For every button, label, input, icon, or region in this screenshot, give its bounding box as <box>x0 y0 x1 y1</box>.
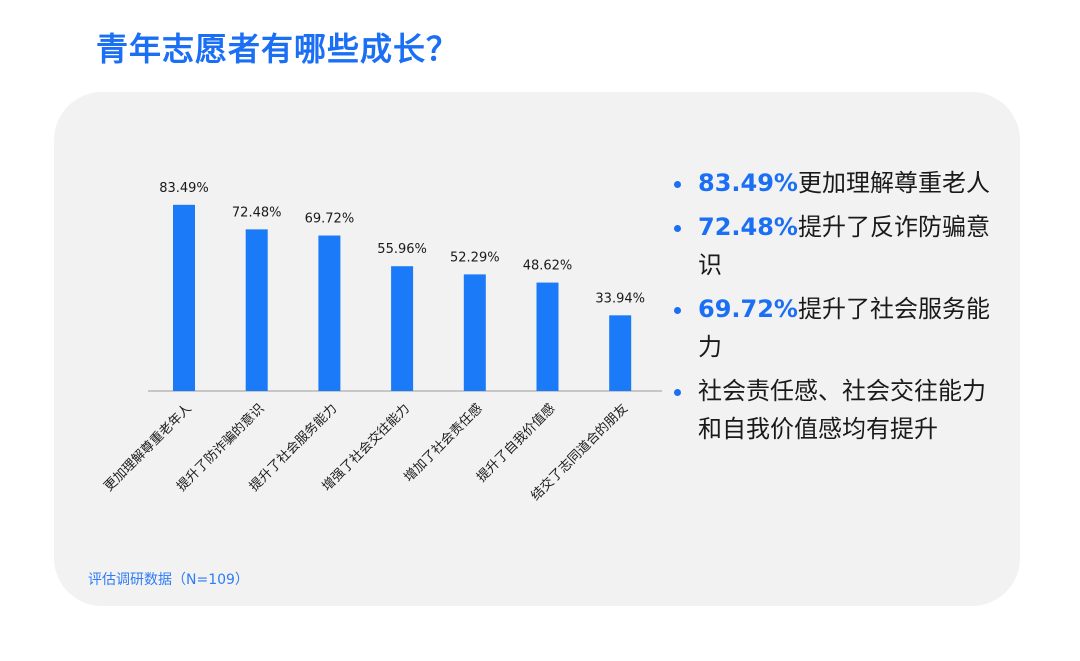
summary-item: 72.48%提升了反诈防骗意识 <box>668 208 998 284</box>
bar <box>536 282 559 391</box>
data-label: 55.96% <box>377 242 427 257</box>
category-label: 提升了自我价值感 <box>473 401 558 486</box>
bar <box>391 266 414 391</box>
bar <box>173 204 195 391</box>
summary-percent: 69.72% <box>698 295 798 323</box>
summary-item: 83.49%更加理解尊重老人 <box>668 164 998 202</box>
bar <box>245 229 268 391</box>
source-note: 评估调研数据（N=109） <box>88 572 249 588</box>
summary-text: 社会责任感、社会交往能力和自我价值感均有提升 <box>698 377 986 443</box>
summary-percent: 83.49% <box>698 169 798 197</box>
page-title: 青年志愿者有哪些成长？ <box>96 30 460 68</box>
bar <box>318 235 341 391</box>
bullet-dot-icon <box>674 307 681 314</box>
category-label: 增加了社会责任感 <box>401 401 486 486</box>
summary-text: 更加理解尊重老人 <box>797 169 990 197</box>
summary-item: 69.72%提升了社会服务能力 <box>668 290 998 366</box>
bullet-dot-icon <box>674 225 681 232</box>
data-label: 48.62% <box>523 259 573 274</box>
summary-percent: 72.48% <box>698 213 798 241</box>
data-label: 83.49% <box>159 181 209 196</box>
bullet-dot-icon <box>674 389 681 396</box>
data-label: 72.48% <box>232 205 282 220</box>
summary-list: 83.49%更加理解尊重老人 72.48%提升了反诈防骗意识 69.72%提升了… <box>668 164 998 454</box>
summary-text: 提升了社会服务能力 <box>698 295 990 361</box>
data-label: 52.29% <box>450 250 500 265</box>
data-label: 69.72% <box>305 212 355 227</box>
bar <box>463 274 486 391</box>
bar <box>609 315 632 391</box>
data-label: 33.94% <box>595 291 645 306</box>
summary-item: 社会责任感、社会交往能力和自我价值感均有提升 <box>668 372 998 448</box>
summary-text: 提升了反诈防骗意识 <box>698 213 990 279</box>
bullet-dot-icon <box>674 181 681 188</box>
